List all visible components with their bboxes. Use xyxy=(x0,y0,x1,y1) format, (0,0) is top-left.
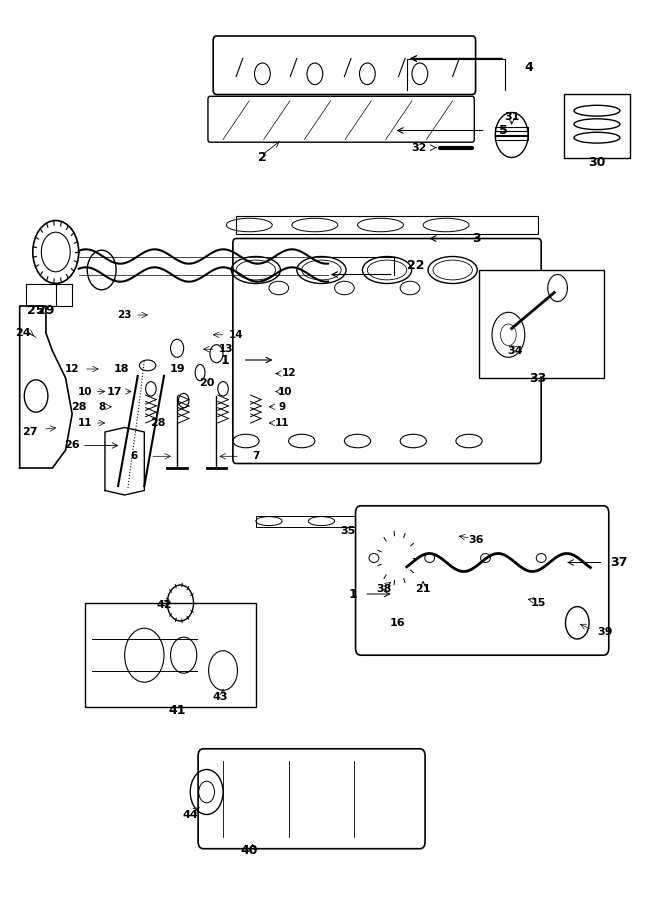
Text: 43: 43 xyxy=(212,692,228,703)
Text: 31: 31 xyxy=(504,112,520,122)
Text: 12: 12 xyxy=(281,368,296,379)
Text: 13: 13 xyxy=(219,344,234,355)
Bar xyxy=(564,94,630,158)
Text: 39: 39 xyxy=(597,626,613,637)
Text: 41: 41 xyxy=(169,705,186,717)
Text: 5: 5 xyxy=(499,124,507,137)
Bar xyxy=(495,127,528,130)
FancyBboxPatch shape xyxy=(208,96,474,142)
Text: 22: 22 xyxy=(407,259,424,272)
Text: 29: 29 xyxy=(37,304,54,317)
Text: 44: 44 xyxy=(182,809,198,820)
Bar xyxy=(236,216,538,234)
Bar xyxy=(495,136,528,140)
Text: 16: 16 xyxy=(390,617,405,628)
Text: 42: 42 xyxy=(156,599,172,610)
Text: 11: 11 xyxy=(275,418,289,428)
Text: 36: 36 xyxy=(468,535,483,545)
Text: 24: 24 xyxy=(15,328,31,338)
Text: 14: 14 xyxy=(229,329,243,340)
Polygon shape xyxy=(20,306,72,468)
Text: 38: 38 xyxy=(376,584,392,595)
Text: 34: 34 xyxy=(507,346,523,356)
Text: 33: 33 xyxy=(529,372,546,384)
Text: 20: 20 xyxy=(199,377,215,388)
Text: 12: 12 xyxy=(65,364,79,374)
FancyBboxPatch shape xyxy=(356,506,609,655)
Bar xyxy=(236,256,426,396)
Text: 32: 32 xyxy=(411,142,426,153)
Bar xyxy=(479,270,604,378)
Text: 18: 18 xyxy=(113,364,129,374)
Text: 28: 28 xyxy=(150,418,165,428)
FancyBboxPatch shape xyxy=(198,749,425,849)
Bar xyxy=(256,516,538,526)
Text: 21: 21 xyxy=(415,584,431,595)
Text: 28: 28 xyxy=(71,401,87,412)
Text: 11: 11 xyxy=(78,418,92,428)
Text: 35: 35 xyxy=(340,526,356,536)
Text: 1: 1 xyxy=(221,354,230,366)
Text: 17: 17 xyxy=(107,386,123,397)
Text: 9: 9 xyxy=(279,401,285,412)
Text: 19: 19 xyxy=(169,364,185,374)
Text: 2: 2 xyxy=(258,151,267,164)
Text: 3: 3 xyxy=(472,232,481,245)
Text: 6: 6 xyxy=(131,451,138,462)
Bar xyxy=(495,131,528,135)
FancyBboxPatch shape xyxy=(213,36,476,94)
Text: 7: 7 xyxy=(252,451,260,462)
Text: 26: 26 xyxy=(64,440,80,451)
Text: 25: 25 xyxy=(28,304,45,317)
Text: 4: 4 xyxy=(525,61,533,74)
Text: 37: 37 xyxy=(610,556,627,569)
Text: 40: 40 xyxy=(241,844,258,857)
Polygon shape xyxy=(105,428,144,495)
Text: 8: 8 xyxy=(98,401,106,412)
Text: 23: 23 xyxy=(117,310,132,320)
Text: 10: 10 xyxy=(78,386,92,397)
Bar xyxy=(85,603,256,706)
Text: 10: 10 xyxy=(278,386,293,397)
Text: 27: 27 xyxy=(22,427,37,437)
FancyBboxPatch shape xyxy=(233,238,541,464)
Text: 30: 30 xyxy=(588,156,605,168)
Text: 15: 15 xyxy=(530,598,546,608)
Text: 1: 1 xyxy=(349,588,358,600)
